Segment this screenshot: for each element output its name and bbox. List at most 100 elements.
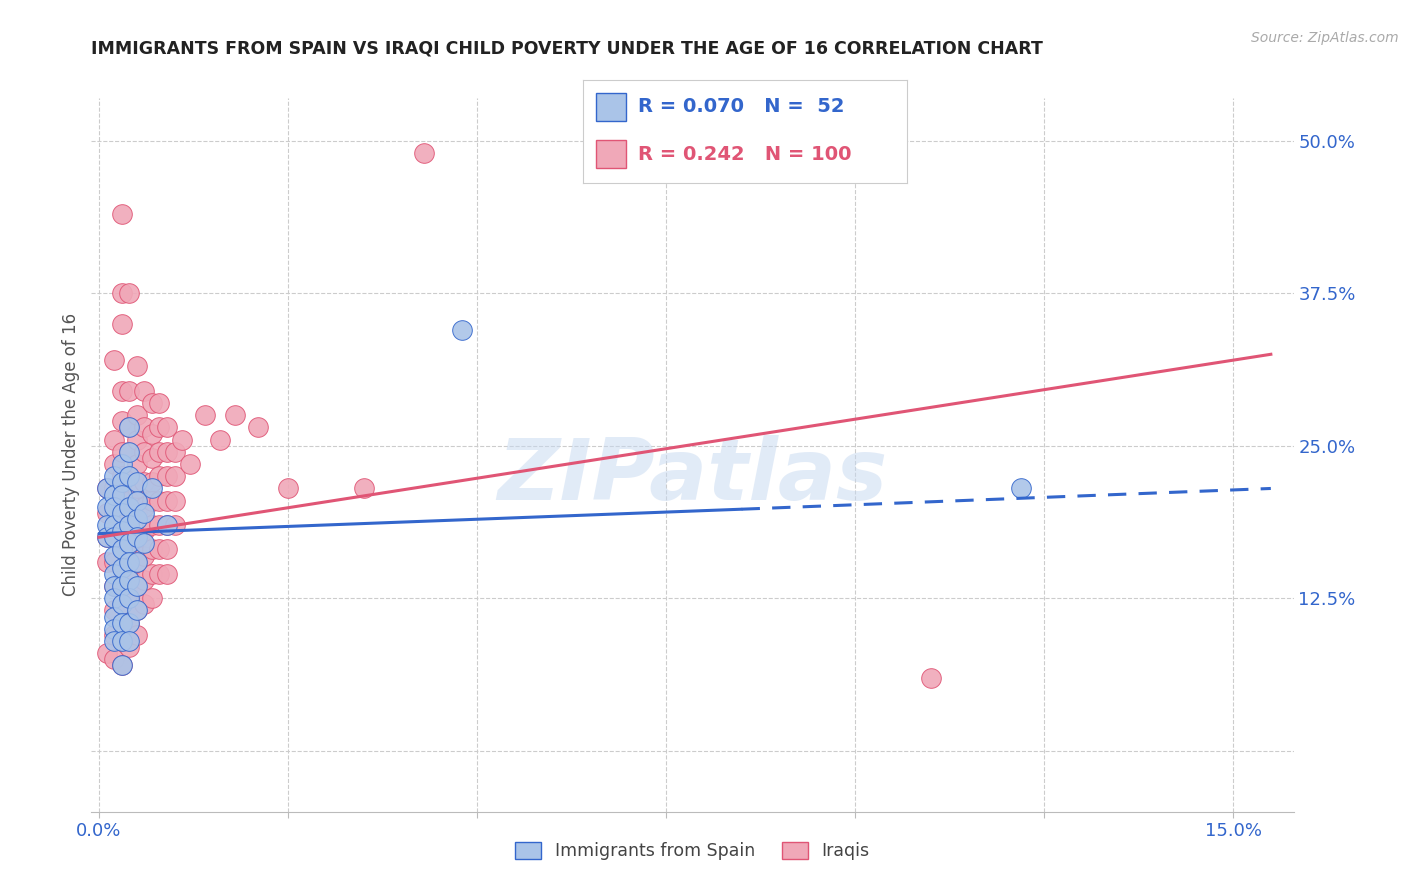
Point [141, 482, 163, 496]
Point [208, 433, 231, 447]
Point [118, 555, 141, 569]
Point [103, 530, 125, 544]
Point [156, 420, 179, 434]
Point [141, 475, 163, 490]
Point [118, 518, 141, 533]
Point [118, 445, 141, 459]
Point [141, 493, 163, 508]
Point [96, 530, 118, 544]
Point [103, 506, 125, 520]
Point [103, 487, 125, 501]
Point [148, 518, 170, 533]
Point [179, 457, 201, 471]
Point [118, 469, 141, 483]
Point [111, 445, 134, 459]
Point [118, 493, 141, 508]
Point [224, 409, 246, 423]
Point [111, 658, 134, 673]
Point [111, 518, 134, 533]
Point [96, 506, 118, 520]
Point [125, 475, 148, 490]
Point [125, 512, 148, 526]
Point [96, 646, 118, 660]
Point [125, 409, 148, 423]
Point [111, 384, 134, 398]
Point [148, 542, 170, 557]
Point [156, 542, 179, 557]
Point [163, 445, 186, 459]
Point [103, 353, 125, 368]
Point [163, 469, 186, 483]
Point [96, 530, 118, 544]
Point [96, 500, 118, 514]
Point [156, 445, 179, 459]
Point [141, 426, 163, 441]
Point [920, 671, 942, 685]
Point [103, 457, 125, 471]
Point [111, 414, 134, 428]
Point [111, 598, 134, 612]
Point [103, 566, 125, 581]
Point [413, 146, 436, 161]
Point [125, 603, 148, 617]
Point [125, 433, 148, 447]
Point [141, 450, 163, 465]
Point [111, 493, 134, 508]
Point [118, 566, 141, 581]
Point [134, 573, 156, 587]
Point [125, 530, 148, 544]
Point [134, 420, 156, 434]
Point [103, 591, 125, 606]
Point [141, 542, 163, 557]
Point [111, 598, 134, 612]
Point [103, 579, 125, 593]
Point [1010, 482, 1032, 496]
Point [96, 555, 118, 569]
Point [163, 518, 186, 533]
Point [96, 482, 118, 496]
Point [134, 524, 156, 538]
Point [111, 317, 134, 331]
Point [103, 579, 125, 593]
Point [125, 482, 148, 496]
Point [125, 555, 148, 569]
Point [134, 598, 156, 612]
Point [172, 433, 194, 447]
Y-axis label: Child Poverty Under the Age of 16: Child Poverty Under the Age of 16 [62, 313, 80, 597]
Point [125, 457, 148, 471]
Point [96, 518, 118, 533]
Point [125, 530, 148, 544]
Point [111, 457, 134, 471]
Text: R = 0.242   N = 100: R = 0.242 N = 100 [638, 145, 852, 163]
Point [156, 493, 179, 508]
Point [125, 359, 148, 374]
Point [163, 493, 186, 508]
Point [111, 487, 134, 501]
Point [118, 615, 141, 630]
Point [125, 579, 148, 593]
Point [125, 493, 148, 508]
Point [103, 634, 125, 648]
Point [111, 506, 134, 520]
Point [103, 628, 125, 642]
Point [111, 475, 134, 490]
Text: Source: ZipAtlas.com: Source: ZipAtlas.com [1251, 31, 1399, 45]
Point [125, 555, 148, 569]
Point [111, 207, 134, 221]
Point [118, 286, 141, 301]
Point [156, 518, 179, 533]
Point [111, 469, 134, 483]
Point [194, 409, 217, 423]
Point [134, 445, 156, 459]
Point [111, 573, 134, 587]
Point [118, 615, 141, 630]
Text: R = 0.070   N =  52: R = 0.070 N = 52 [638, 97, 845, 117]
Point [125, 628, 148, 642]
Text: ZIPatlas: ZIPatlas [498, 434, 887, 518]
Point [118, 536, 141, 550]
Point [450, 323, 472, 337]
Point [103, 652, 125, 666]
Point [118, 591, 141, 606]
Point [118, 500, 141, 514]
Point [118, 469, 141, 483]
